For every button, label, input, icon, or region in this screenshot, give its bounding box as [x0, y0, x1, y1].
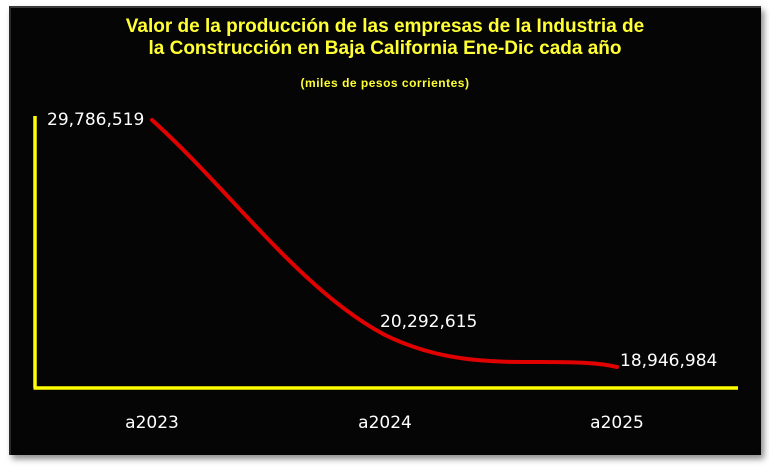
data-label-a2025: 18,946,984 [620, 351, 718, 371]
x-tick-a2023: a2023 [125, 413, 179, 433]
data-label-a2024: 20,292,615 [380, 312, 478, 332]
chart-subtitle: (miles de pesos corrientes) [300, 76, 470, 90]
chart-panel [9, 6, 761, 455]
data-label-a2023: 29,786,519 [47, 110, 145, 130]
chart-title: Valor de la producción de las empresas d… [0, 16, 770, 60]
data-line [150, 118, 619, 369]
chart-title-line2: la Construcción en Baja California Ene-D… [148, 38, 622, 59]
x-tick-a2025: a2025 [590, 413, 644, 433]
x-tick-a2024: a2024 [358, 413, 412, 433]
chart-title-line1: Valor de la producción de las empresas d… [125, 16, 645, 37]
